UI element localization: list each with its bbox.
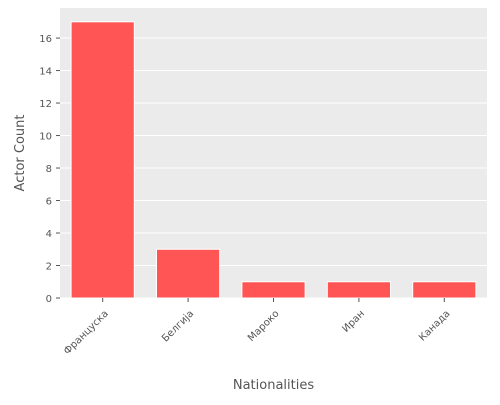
x-tick-label: Француска: [62, 308, 111, 357]
y-axis-ticks: 0 2 4 6 8 10 12 14 16: [39, 34, 60, 305]
y-tick-label: 10: [39, 132, 52, 143]
x-axis-title: Nationalities: [233, 378, 314, 393]
y-tick-label: 0: [46, 294, 52, 305]
x-tick-label: Канада: [417, 308, 452, 343]
bar-3: [326, 281, 391, 299]
y-tick-label: 4: [46, 229, 52, 240]
y-tick-label: 12: [39, 99, 52, 110]
x-tick-label: Мароко: [246, 308, 282, 344]
y-tick-label: 6: [46, 197, 52, 208]
bar-1: [156, 248, 221, 299]
bars: [70, 21, 477, 299]
x-tick-label: Иран: [341, 308, 368, 335]
y-tick-label: 14: [39, 67, 52, 78]
y-tick-label: 8: [46, 164, 52, 175]
y-tick-label: 16: [39, 34, 52, 45]
bar-2: [241, 281, 306, 299]
y-tick-label: 2: [46, 262, 52, 273]
x-tick-label: Белгија: [159, 308, 196, 345]
y-axis-title: Actor Count: [13, 115, 28, 192]
x-axis-ticks: Француска Белгија Мароко Иран Канада: [62, 298, 452, 357]
bar-4: [412, 281, 477, 299]
bar-0: [70, 21, 135, 299]
